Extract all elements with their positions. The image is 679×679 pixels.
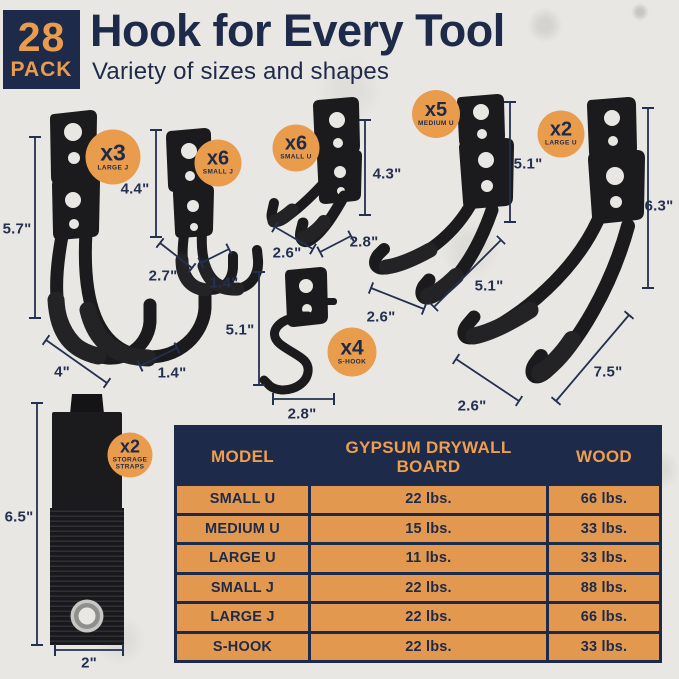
- table-header-wood: WOOD: [549, 428, 659, 486]
- table-header-model-text: MODEL: [211, 447, 274, 467]
- table-cell-model: SMALL U: [177, 486, 308, 513]
- pack-count-badge: 28 PACK: [3, 10, 80, 89]
- table-cell-model: LARGE U: [177, 545, 308, 572]
- badge-large-j-label: LARGE J: [97, 164, 129, 172]
- badge-medium-u-label: MEDIUM U: [417, 119, 455, 127]
- badge-s-hook-count: x4: [340, 336, 364, 360]
- dim-small-u-height: 4.3": [372, 165, 402, 183]
- table-header-model: MODEL: [177, 428, 308, 486]
- dim-small-j-tip-gap: 1.4": [209, 274, 239, 292]
- pack-count: 28: [17, 14, 66, 61]
- dim-large-j-width: 4": [54, 363, 70, 381]
- badge-large-j-count: x3: [100, 139, 126, 166]
- badge-storage-straps: x2 STORAGE STRAPS: [107, 432, 153, 478]
- s-hook-image: [259, 267, 337, 395]
- page-subtitle: Variety of sizes and shapes: [92, 58, 390, 85]
- table-cell-model: LARGE J: [177, 604, 308, 631]
- table-cell-wood: 88 lbs.: [549, 574, 659, 601]
- dim-large-j-tip-gap: 1.4": [157, 364, 187, 382]
- pack-label: PACK: [10, 58, 73, 82]
- badge-storage-straps-count: x2: [119, 436, 141, 457]
- table-header-gypsum: GYPSUM DRYWALL BOARD: [311, 428, 546, 486]
- badge-large-u: x2 LARGE U: [537, 110, 585, 158]
- table-cell-wood: 33 lbs.: [549, 515, 659, 542]
- table-cell-gypsum: 22 lbs.: [311, 633, 546, 660]
- dim-s-hook-height: 5.1": [225, 321, 255, 339]
- badge-small-j-label: SMALL J: [202, 168, 234, 176]
- table-cell-gypsum: 22 lbs.: [311, 574, 546, 601]
- dimension-lines: [29, 101, 654, 656]
- table-header-gypsum-text: GYPSUM DRYWALL BOARD: [345, 437, 512, 476]
- dim-small-j-height: 4.4": [120, 180, 150, 198]
- badge-small-j: x6 SMALL J: [194, 139, 242, 187]
- table-cell-gypsum: 11 lbs.: [311, 545, 546, 572]
- badge-large-u-count: x2: [549, 118, 573, 141]
- storage-strap-image: [50, 394, 124, 645]
- table-header-wood-text: WOOD: [576, 447, 632, 467]
- dim-large-u-height: 6.3": [644, 197, 674, 215]
- dim-small-u-width: 2.6": [272, 244, 302, 262]
- table-body: SMALL U 22 lbs. 66 lbs. MEDIUM U 15 lbs.…: [177, 486, 659, 660]
- table-cell-model: MEDIUM U: [177, 515, 308, 542]
- table-cell-wood: 66 lbs.: [549, 486, 659, 513]
- badge-large-j: x3 LARGE J: [85, 129, 141, 185]
- table-cell-model: SMALL J: [177, 574, 308, 601]
- table-cell-wood: 33 lbs.: [549, 545, 659, 572]
- dim-large-j-height: 5.7": [2, 220, 32, 238]
- badge-small-u-count: x6: [284, 132, 308, 155]
- dim-s-hook-width: 2.8": [287, 405, 317, 423]
- table-header-row: MODEL GYPSUM DRYWALL BOARD WOOD: [177, 428, 659, 486]
- badge-small-u-label: SMALL U: [280, 153, 312, 161]
- dim-large-u-depth: 7.5": [593, 363, 623, 381]
- load-capacity-table: MODEL GYPSUM DRYWALL BOARD WOOD SMALL U …: [174, 425, 662, 663]
- dim-strap-width: 2": [81, 654, 97, 672]
- badge-small-u: x6 SMALL U: [272, 124, 320, 172]
- dim-small-j-width: 2.7": [148, 267, 178, 285]
- badge-medium-u-count: x5: [424, 98, 448, 121]
- table-cell-gypsum: 22 lbs.: [311, 604, 546, 631]
- badge-storage-straps-label: STORAGE STRAPS: [112, 456, 148, 471]
- dim-medium-u-depth: 5.1": [474, 277, 504, 295]
- dim-large-u-width: 2.6": [457, 397, 487, 415]
- dim-medium-u-width: 2.6": [366, 308, 396, 326]
- badge-large-u-label: LARGE U: [544, 139, 578, 147]
- table-cell-gypsum: 15 lbs.: [311, 515, 546, 542]
- table-cell-wood: 66 lbs.: [549, 604, 659, 631]
- table-cell-wood: 33 lbs.: [549, 633, 659, 660]
- table-cell-model: S-HOOK: [177, 633, 308, 660]
- table-cell-gypsum: 22 lbs.: [311, 486, 546, 513]
- badge-medium-u: x5 MEDIUM U: [412, 90, 460, 138]
- page-title: Hook for Every Tool: [90, 5, 505, 56]
- dim-medium-u-height: 5.1": [513, 155, 543, 173]
- dim-small-u-depth: 2.8": [349, 233, 379, 251]
- badge-small-j-count: x6: [206, 147, 230, 170]
- dim-strap-height: 6.5": [4, 508, 34, 526]
- badge-s-hook-label: S-HOOK: [337, 358, 367, 366]
- badge-s-hook: x4 S-HOOK: [327, 327, 377, 377]
